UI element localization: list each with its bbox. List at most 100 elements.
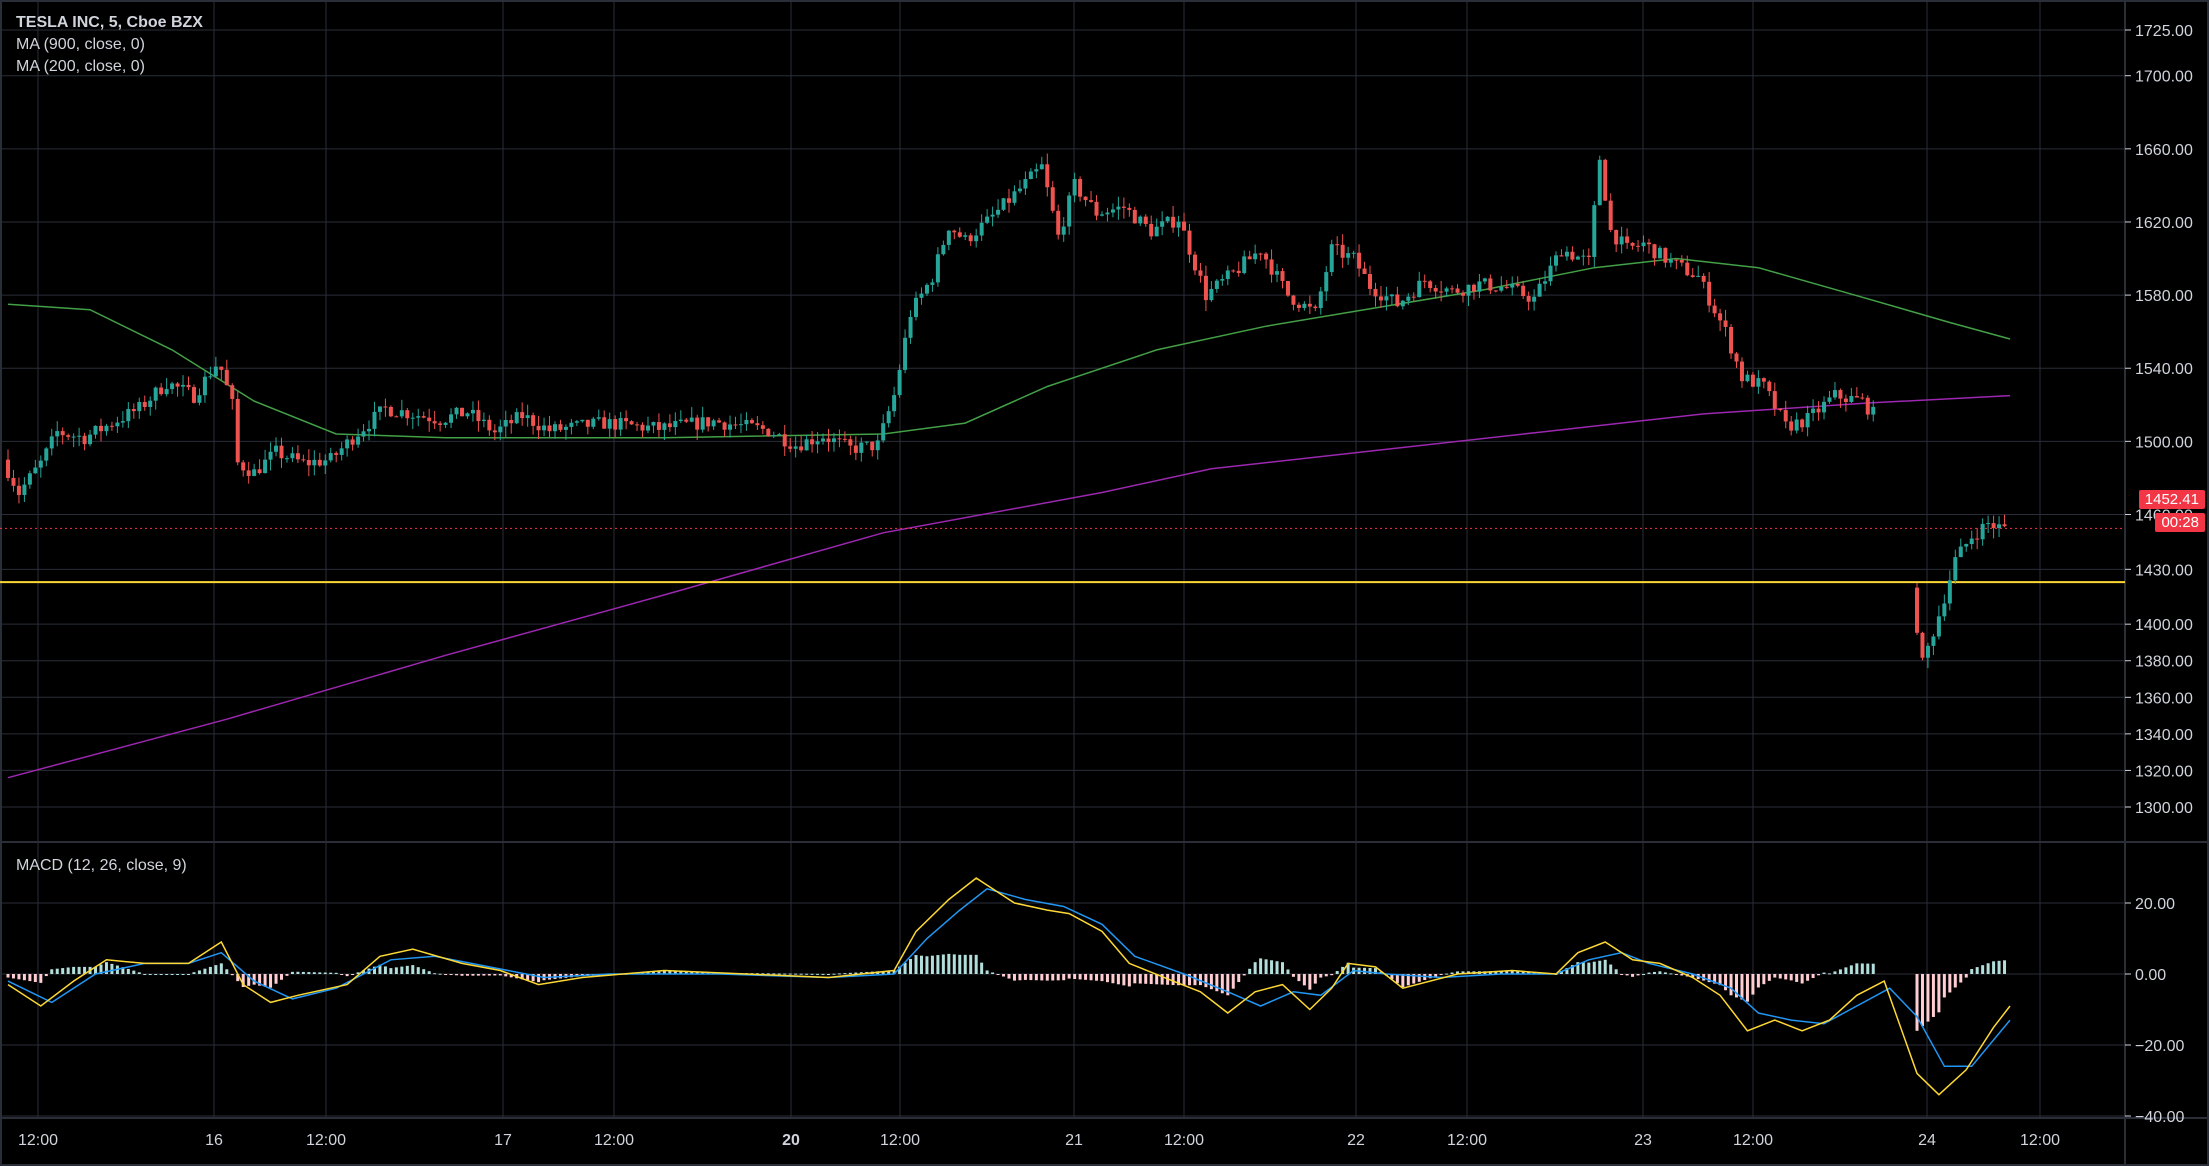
macd-histogram-bar [1970,969,1974,974]
macd-histogram-bar [1658,971,1662,974]
legend-ma900[interactable]: MA (900, close, 0) [16,36,145,53]
macd-histogram-bar [952,954,956,974]
candle-body [1061,226,1066,235]
candle-body [1110,209,1115,213]
macd-histogram-bar [859,972,863,974]
macd-histogram-bar [936,955,940,974]
macd-histogram-bar [181,974,185,975]
macd-histogram-bar [646,971,650,974]
candle-body [788,446,793,449]
macd-histogram-bar [1756,974,1760,988]
candle-body [782,434,787,447]
macd-histogram-bar [641,972,645,974]
candle-body [487,419,492,431]
candle-body [49,436,54,449]
ma200-line[interactable] [7,257,2011,439]
candle-body [903,337,908,370]
last-price-badge: 1452.41 [2138,490,2205,509]
macd-histogram-bar [1795,974,1799,982]
candle-body [1105,212,1110,215]
candle-body [924,284,929,294]
candle-body [405,410,410,419]
candle-body [1980,523,1985,540]
candle-body [1521,285,1526,297]
candle-body [1089,200,1094,202]
yellow-horizontal-line[interactable] [0,527,2125,584]
macd-title[interactable]: MACD (12, 26, close, 9) [16,857,187,874]
candle-body [1362,268,1367,275]
candle-body [799,446,804,451]
macd-signal-line[interactable] [7,887,2011,1068]
macd-histogram-bar [657,970,661,974]
macd-histogram-bar [1297,974,1301,982]
macd-histogram-bar [1237,974,1241,983]
macd-histogram-bar [1439,974,1443,975]
candle-body [1335,244,1340,246]
macd-histogram-bar [1062,974,1066,981]
candle-body [1488,278,1493,291]
candle-body [914,297,919,317]
candle-body [1975,538,1980,540]
macd-histogram-bar [1084,974,1088,980]
candle-body [1400,300,1405,307]
macd-histogram-bar [1434,974,1438,977]
axes: 12:00 16 12:00 17 12:00 20 12:00 21 12:00 22 12:00… [18,23,2193,1149]
macd-histogram-bar [1231,974,1235,989]
macd-histogram-bar [520,974,524,980]
macd-histogram-bar [17,974,21,980]
macd-histogram-bar [1740,974,1744,1000]
macd-histogram-bar [766,973,770,975]
macd-histogram-bar [1871,963,1875,974]
macd-histogram-bar [236,974,240,982]
candle-body [1958,546,1963,558]
candle-body [93,425,98,435]
candle-body [312,459,317,466]
candle-body [191,387,196,403]
candle-body [361,431,366,437]
macd-histogram-bar [22,974,26,981]
candle-body [520,412,525,419]
ma900-line[interactable] [7,394,2011,779]
candle-body [263,459,268,474]
macd-histogram-bar [504,974,508,977]
candle-body [580,419,585,422]
candle-body [454,407,459,415]
macd-histogram-bar [1532,972,1536,974]
candle-body [804,439,809,451]
legend-ma200[interactable]: MA (200, close, 0) [16,58,145,75]
macd-histogram-bar [1105,974,1109,983]
candle-body [1739,361,1744,382]
time-tick-label: 20 [782,1132,800,1149]
macd-histogram-bar [914,955,918,974]
macd-histogram-bar [274,974,278,984]
candle-body [1756,378,1761,387]
candle-body [1182,221,1187,231]
candle-body [810,439,815,445]
macd-histogram-bar [1220,974,1224,994]
candle-body [1340,244,1345,258]
candle-body [1745,374,1750,382]
macd-histogram-bar [11,974,15,979]
candle-body [290,453,295,459]
macd-histogram-bar [1707,974,1711,983]
time-tick-label: 21 [1065,1132,1083,1149]
macd-histogram-bar [1822,972,1826,974]
chart-title[interactable]: TESLA INC, 5, Cboe BZX [16,14,203,31]
candle-body [1045,164,1050,188]
candle-body [1832,390,1837,398]
candle-body [1712,305,1717,314]
macd-histogram-bar [94,966,98,974]
candle-body [323,460,328,466]
candle-body [728,424,733,430]
candle-body [613,419,618,430]
macd-line[interactable] [7,877,2011,1096]
macd-histogram-bar [433,973,437,975]
candle-body [1564,251,1569,257]
time-tick-label: 12:00 [18,1132,58,1149]
macd-histogram-bar [1674,974,1678,975]
macd-histogram-bar [1942,974,1946,998]
candle-body [706,417,711,427]
macd-histogram-bar [296,971,300,974]
macd-histogram-bar [887,970,891,974]
